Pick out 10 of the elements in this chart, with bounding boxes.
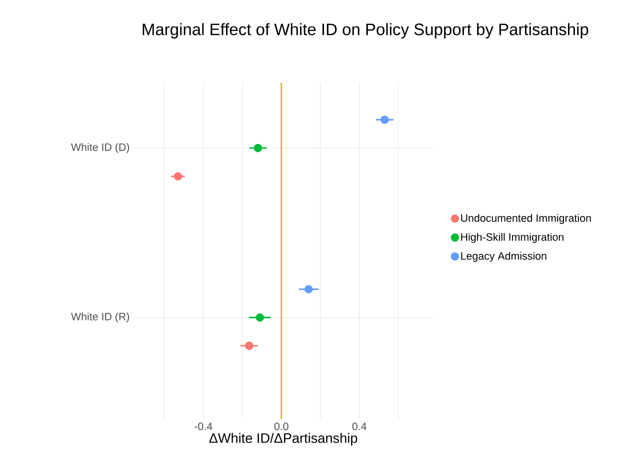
y-tick-label: White ID (R) — [71, 312, 130, 323]
legend-label: High-Skill Immigration — [461, 232, 564, 243]
x-tick-label: 0.0 — [274, 422, 288, 430]
x-axis-title: ΔWhite ID/ΔPartisanship — [209, 432, 358, 446]
x-tick-label: -0.4 — [194, 422, 212, 430]
chart-title: Marginal Effect of White ID on Policy Support by Partisanship — [142, 23, 588, 39]
y-tick-label: White ID (D) — [71, 143, 130, 154]
legend-label: Legacy Admission — [461, 252, 546, 262]
legend-label: Undocumented Immigration — [461, 214, 591, 224]
x-tick-label: 0.4 — [352, 422, 366, 430]
